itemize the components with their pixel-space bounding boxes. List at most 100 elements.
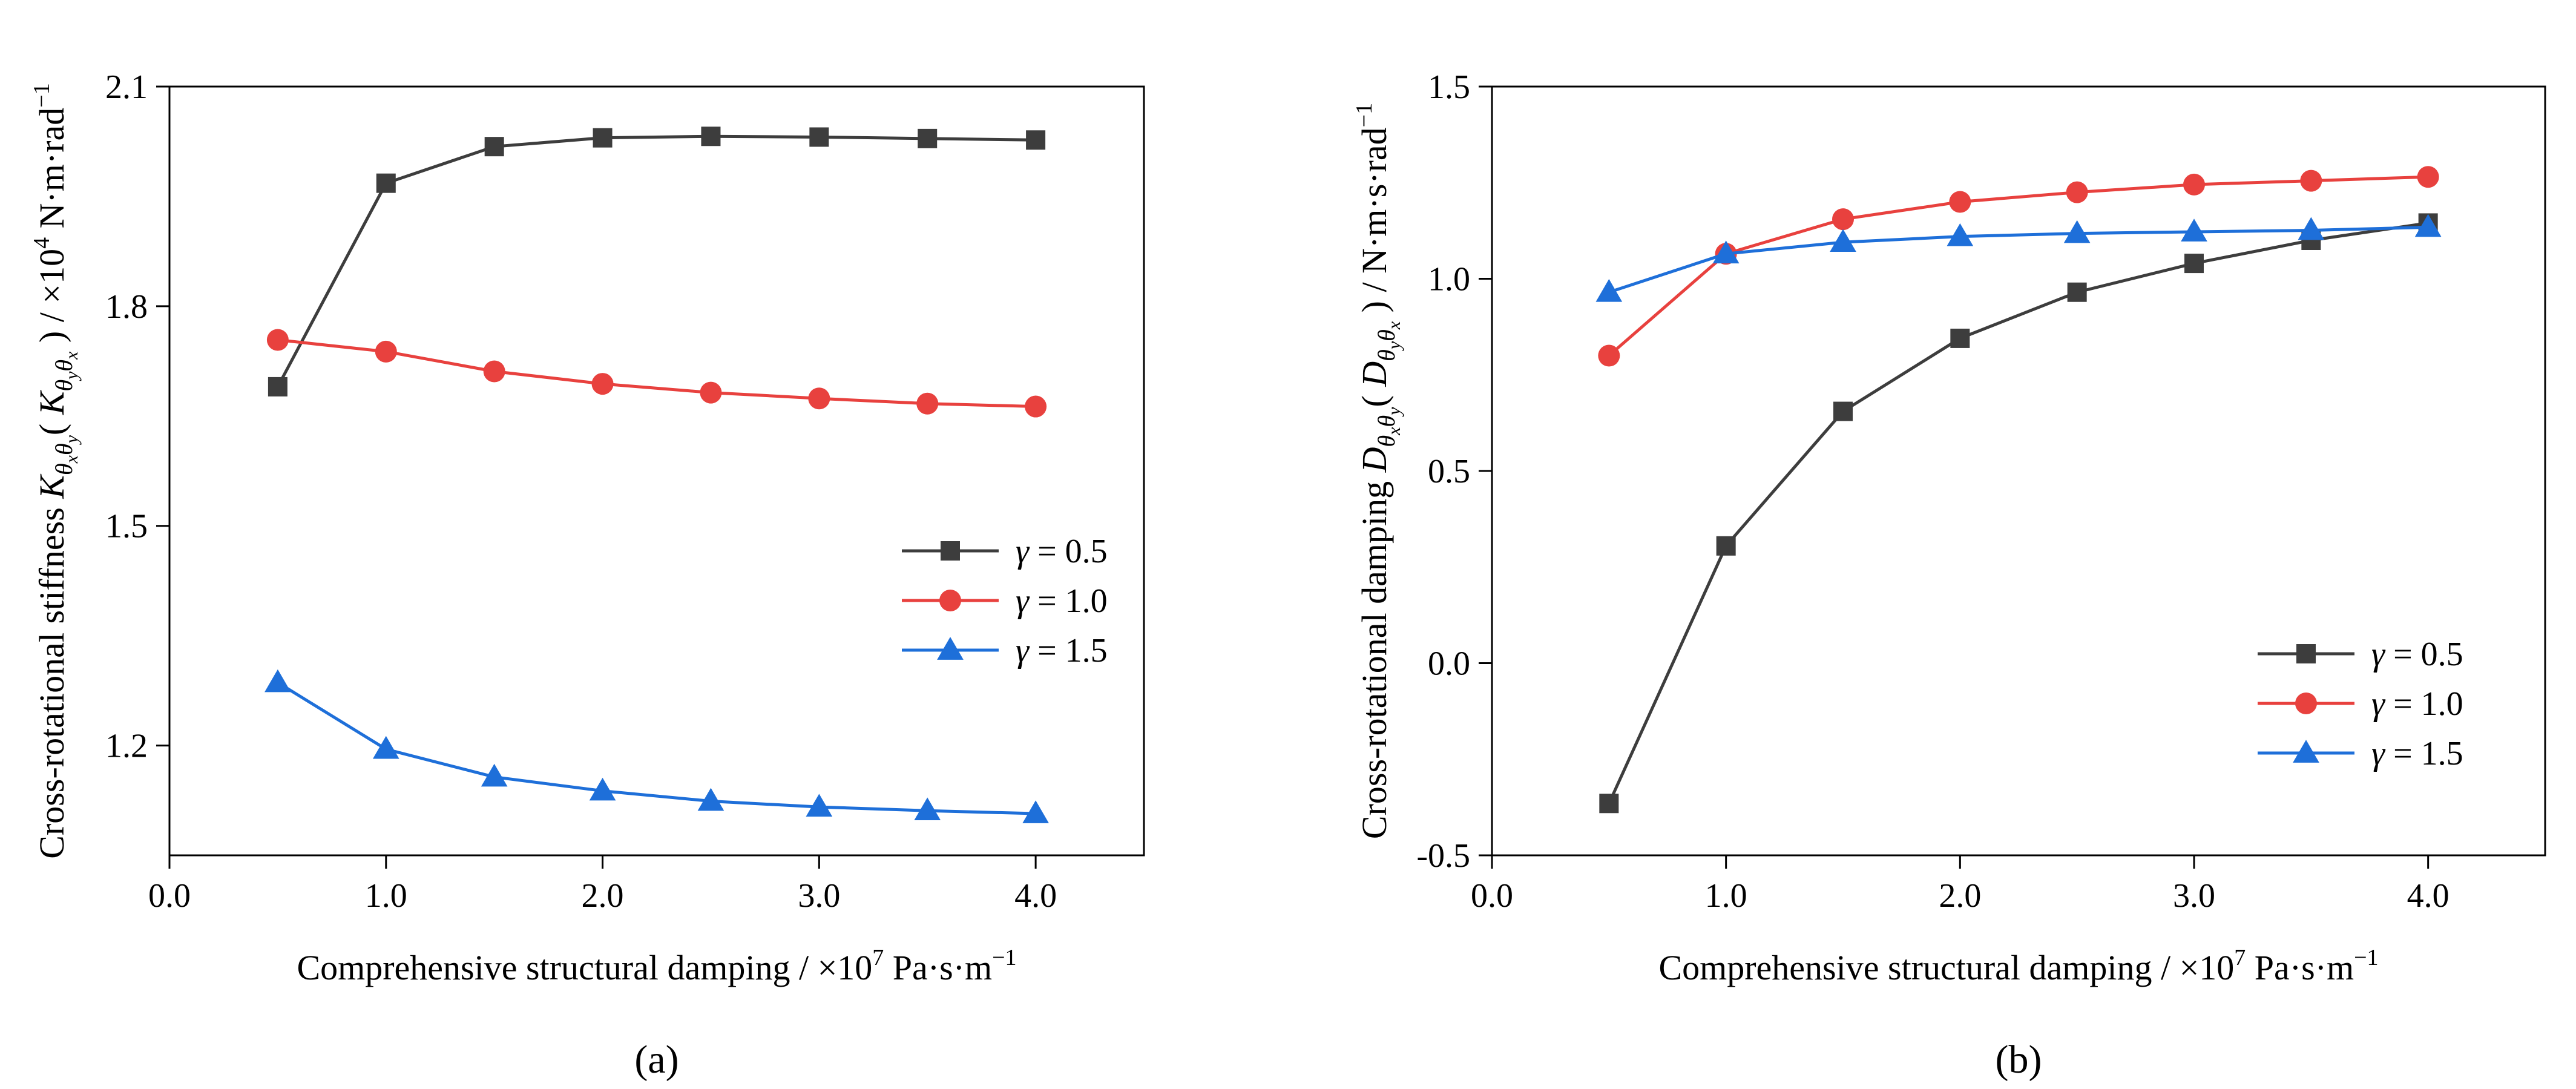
y-axis-label-subscript: x xyxy=(1384,321,1404,330)
data-point xyxy=(916,392,939,415)
x-tick-label: 1.0 xyxy=(365,877,407,915)
data-point xyxy=(2417,166,2439,188)
y-tick-label: 2.1 xyxy=(105,68,148,106)
data-point xyxy=(918,128,938,148)
legend-label-value: = 1.0 xyxy=(2385,685,2463,723)
y-axis-label-scale: / ×10 xyxy=(32,249,71,331)
y-axis-label: Cross-rotational damping Dθxθy( Dθyθx ) … xyxy=(1352,103,1404,839)
legend-marker xyxy=(2296,644,2316,663)
y-axis-label-subscript: θ xyxy=(50,380,77,392)
x-tick-label: 2.0 xyxy=(582,877,624,915)
legend-label-symbol: γ xyxy=(1016,632,1030,670)
y-axis-label: Cross-rotational stiffness Kθxθy( Kθyθx … xyxy=(29,83,82,858)
x-axis-label-text: Comprehensive structural damping / ×10 xyxy=(1658,948,2234,987)
legend-marker xyxy=(2295,693,2317,714)
legend-marker xyxy=(937,637,964,660)
data-point xyxy=(697,788,724,811)
y-axis-label-text: Cross-rotational stiffness xyxy=(32,499,71,859)
data-point xyxy=(2181,219,2207,242)
x-tick-label: 3.0 xyxy=(798,877,840,915)
data-point xyxy=(808,387,830,410)
series-1 xyxy=(1599,213,2438,814)
data-point xyxy=(806,794,833,817)
series-2 xyxy=(1598,166,2439,367)
series-line xyxy=(1608,225,2428,294)
y-axis-label-subscript: θ xyxy=(50,443,77,455)
data-point xyxy=(589,777,616,801)
data-point xyxy=(268,377,288,396)
data-point xyxy=(481,763,508,787)
legend-label-value: = 0.5 xyxy=(1029,533,1108,570)
y-axis-label-subscript: x xyxy=(62,351,82,360)
y-tick-label: 1.5 xyxy=(1428,68,1470,106)
data-point xyxy=(1595,278,1623,302)
x-tick-label: 4.0 xyxy=(1014,877,1057,915)
y-tick-label: 1.2 xyxy=(105,728,148,765)
data-point xyxy=(591,373,614,395)
data-point xyxy=(701,127,721,146)
legend: γ = 0.5γ = 1.0γ = 1.5 xyxy=(902,533,1108,670)
y-axis-label-symbol: D xyxy=(1355,361,1394,387)
y-axis-label-paren: ( xyxy=(1355,387,1394,407)
y-tick-label: -0.5 xyxy=(1416,837,1470,875)
series-1 xyxy=(268,127,1046,396)
data-point xyxy=(2067,282,2087,302)
data-point xyxy=(266,329,289,351)
data-point xyxy=(372,735,399,759)
legend-label: γ = 0.5 xyxy=(2371,636,2463,673)
legend-label: γ = 1.0 xyxy=(2371,685,2463,723)
data-point xyxy=(375,340,397,363)
legend-label: γ = 0.5 xyxy=(1016,533,1108,570)
legend-label-value: = 0.5 xyxy=(2385,636,2463,673)
legend-marker xyxy=(939,590,961,611)
legend-label-symbol: γ xyxy=(2371,636,2386,673)
data-point xyxy=(376,173,396,193)
x-axis-label-units: Pa·s·m xyxy=(2246,948,2354,987)
y-axis-label-subscript: x xyxy=(62,455,82,464)
y-axis-label-subscript: θ xyxy=(50,463,77,475)
data-point xyxy=(1026,130,1046,150)
data-point xyxy=(1712,240,1740,264)
x-axis-label: Comprehensive structural damping / ×107 … xyxy=(1658,945,2378,987)
data-point xyxy=(809,127,829,147)
data-point xyxy=(2300,169,2322,192)
data-point xyxy=(1716,536,1736,556)
data-point xyxy=(2184,254,2204,274)
y-axis-label-subscript: y xyxy=(62,371,82,381)
y-axis-label-symbol: K xyxy=(32,389,71,415)
data-point xyxy=(593,128,613,148)
x-tick-label: 3.0 xyxy=(2173,877,2215,915)
x-axis-label: Comprehensive structural damping / ×107 … xyxy=(297,945,1016,987)
x-axis-label-units: Pa·s·m xyxy=(884,948,992,987)
y-axis-label-subscript: θ xyxy=(1373,349,1400,361)
series-line xyxy=(1608,175,2428,357)
y-axis-label-subscript: y xyxy=(1384,407,1404,417)
y-axis-label-symbol: K xyxy=(32,473,71,499)
x-tick-label: 2.0 xyxy=(1939,877,1981,915)
data-point xyxy=(1833,401,1853,421)
y-axis-label-units: N·m·rad xyxy=(32,108,71,237)
x-axis-label-exponent: 7 xyxy=(872,945,884,970)
legend-label-value: = 1.5 xyxy=(2385,735,2463,772)
data-point xyxy=(1022,800,1049,823)
x-axis-label-exponent: 7 xyxy=(2234,945,2246,970)
data-point xyxy=(1947,223,1974,246)
y-axis-label-subscript: θ xyxy=(1373,435,1400,447)
series-line xyxy=(276,134,1036,388)
y-tick-label: 1.5 xyxy=(105,508,148,545)
y-tick-label: 1.0 xyxy=(1428,261,1470,298)
legend-marker xyxy=(2293,740,2319,763)
y-axis-label-subscript: θ xyxy=(50,360,77,372)
data-point xyxy=(914,797,941,821)
y-axis-label-subscript: y xyxy=(62,435,82,445)
legend: γ = 0.5 γ = 1.0 γ = 1.5 xyxy=(2258,636,2463,772)
y-axis-label-units-exponent: −1 xyxy=(29,83,54,107)
x-axis-label-text: Comprehensive structural damping / ×10 xyxy=(297,948,872,987)
panel-caption: (b) xyxy=(1996,1038,2042,1082)
data-point xyxy=(1950,328,1970,348)
data-point xyxy=(2183,173,2205,196)
y-axis-label-paren: ) xyxy=(1355,301,1394,321)
data-point xyxy=(1599,794,1619,814)
series-line xyxy=(277,338,1036,409)
